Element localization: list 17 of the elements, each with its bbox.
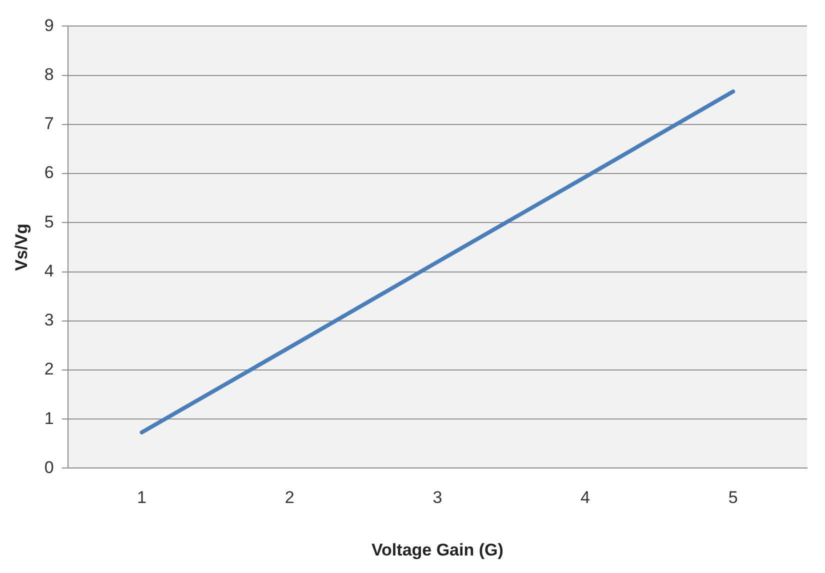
y-axis-title: Vs/Vg: [12, 224, 31, 271]
x-axis-title: Voltage Gain (G): [371, 540, 504, 560]
y-tick-label: 3: [44, 310, 54, 330]
y-tick-label: 2: [44, 360, 54, 379]
x-tick-label: 4: [580, 488, 590, 508]
y-tick-label: 1: [44, 408, 54, 428]
y-tick-label: 7: [44, 114, 54, 134]
y-tick-label: 9: [44, 16, 54, 35]
x-tick-label: 5: [728, 488, 738, 508]
y-tick-label: 6: [44, 163, 54, 182]
y-tick-label: 5: [44, 212, 54, 232]
x-tick-label: 1: [137, 488, 147, 508]
x-tick-label: 3: [432, 488, 442, 508]
y-tick-label: 4: [44, 261, 54, 280]
y-tick-label: 8: [44, 65, 54, 84]
y-tick-label: 0: [44, 458, 54, 477]
x-tick-label: 2: [284, 488, 294, 508]
